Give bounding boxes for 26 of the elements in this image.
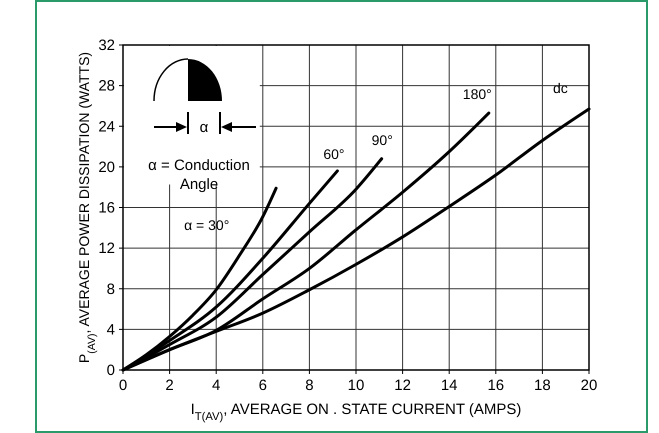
x-tick-label: 0 [118,377,128,394]
y-tick-label: 28 [98,78,115,95]
annotation: α [200,119,209,136]
x-tick-label: 4 [212,377,220,394]
y-tick-label: 4 [106,321,115,338]
x-tick-label: 18 [534,377,551,394]
y-tick-label: 0 [106,362,115,379]
series-label: 180° [462,86,492,102]
x-tick-label: 8 [305,377,314,394]
x-tick-label: 20 [580,377,598,394]
y-tick-label: 16 [98,200,115,216]
annotation: α = Conduction Angle [148,157,250,193]
x-tick-label: 6 [258,377,267,394]
x-axis-title: I$_{T(AV)}$, AVERAGE ON . STATE CURRENT (AMPS) [190,401,522,423]
x-tick-label: 14 [440,377,458,394]
x-tick-label: 12 [394,377,411,394]
y-tick-label: 20 [98,158,115,176]
x-tick-label: 16 [487,377,504,394]
series-label: 60° [323,146,345,162]
x-tick-label: 10 [348,377,364,394]
x-tick-label: 2 [165,377,174,394]
y-tick-label: 12 [98,240,115,258]
y-tick-label: 32 [98,37,115,54]
y-tick-label: 24 [98,118,115,136]
series-label: 90° [372,132,393,148]
y-tick-label: 8 [106,280,115,298]
